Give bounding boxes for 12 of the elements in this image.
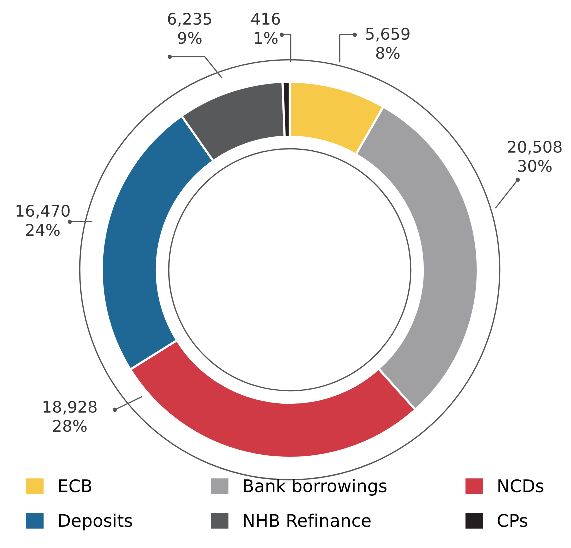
- legend-label: Deposits: [59, 514, 132, 531]
- data-label: 16,470 24%: [16, 205, 70, 236]
- data-label: 20,508 30%: [508, 141, 562, 172]
- data-label: 416 1%: [252, 13, 280, 44]
- legend-label: Bank borrowings: [244, 479, 387, 496]
- legend-label: CPs: [498, 514, 528, 528]
- data-label: 5,659 8%: [366, 28, 410, 60]
- legend-label: NHB Refinance: [244, 514, 371, 528]
- data-label: 18,928 28%: [44, 401, 97, 432]
- legend-label: NCDs: [498, 479, 544, 493]
- legend-label: ECB: [59, 479, 92, 493]
- data-label: 6,235 9%: [168, 13, 212, 44]
